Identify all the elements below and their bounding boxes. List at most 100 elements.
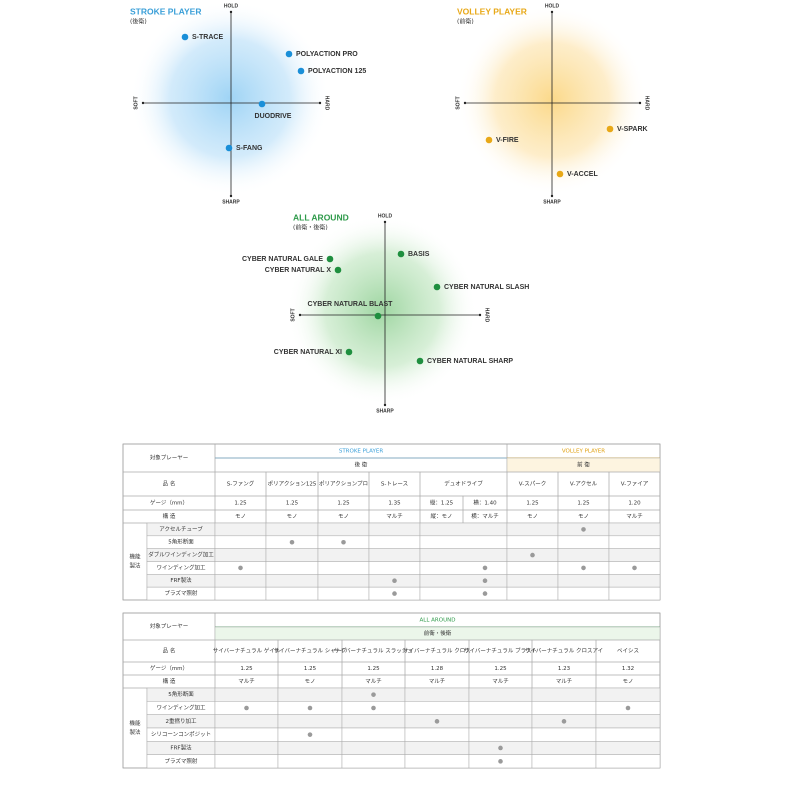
map-title: ALL AROUND: [293, 212, 349, 222]
product-name: サイバーナチュラル スラッシュ: [334, 648, 413, 655]
axis-label: HOLD: [545, 3, 560, 9]
product-label: CYBER NATURAL SLASH: [444, 284, 529, 291]
structure-value: マルチ: [386, 513, 403, 520]
table-cell: [404, 701, 470, 715]
feature-name: プラズマ照射: [165, 589, 198, 597]
header-label: 構 造: [163, 512, 176, 520]
product-dot: [416, 357, 424, 365]
axis-label: SOFT: [455, 96, 461, 109]
table-cell: [341, 727, 406, 742]
header-label: 品 名: [163, 480, 176, 488]
feature-dot: [307, 705, 313, 711]
axis-label: SOFT: [133, 96, 139, 109]
feature-dot: [498, 759, 503, 764]
product-dot: [326, 255, 334, 263]
table-cell: [531, 687, 597, 702]
gauge-value: 1.25: [577, 501, 590, 507]
table-cell: [317, 586, 370, 601]
product-name: ポリアクション125: [268, 481, 317, 488]
product-name: S-ファング: [227, 480, 255, 488]
structure-value: モノ: [622, 678, 633, 685]
feature-dot: [392, 578, 397, 584]
table-cell: [419, 586, 508, 601]
product-label: V-FIRE: [496, 137, 519, 144]
gauge-value: 縦：1.25: [430, 499, 454, 507]
axis-label: HARD: [644, 96, 650, 111]
product-dot: [345, 348, 353, 356]
table-cell: [368, 548, 421, 562]
table-cell: [265, 574, 319, 588]
structure-value: モノ: [304, 678, 315, 685]
axis-end: [638, 101, 642, 105]
feature-dot: [371, 705, 376, 711]
product-dot: [485, 136, 493, 144]
feature-dot: [581, 565, 586, 571]
table-cell: [468, 687, 533, 702]
feature-dot: [498, 745, 503, 751]
group-name: STROKE PLAYER: [339, 449, 384, 455]
gauge-value: 横：1.40: [473, 499, 497, 507]
product-label: CYBER NATURAL X: [265, 267, 332, 274]
header-label: 対象プレーヤー: [150, 454, 189, 462]
product-label: DUODRIVE: [255, 113, 292, 120]
feature-name: FRF製法: [170, 743, 192, 751]
table-cell: [506, 535, 559, 549]
table-cell: [506, 574, 559, 588]
table-cell: [608, 535, 661, 549]
product-label: BASIS: [408, 251, 430, 258]
table-cell: [214, 727, 279, 742]
axis-end: [463, 101, 467, 105]
product-dot: [181, 33, 189, 41]
gauge-value: 1.20: [628, 501, 641, 507]
table-cell: [341, 714, 406, 729]
feature-dot: [482, 591, 488, 596]
table-cell: [608, 548, 661, 562]
glow: [130, 0, 330, 196]
table-cell: [214, 522, 267, 537]
product-label: S-FANG: [236, 145, 263, 152]
table-cell: [214, 574, 267, 588]
table-cell: [265, 586, 319, 601]
product-label: CYBER NATURAL GALE: [242, 256, 323, 263]
table-cell: [214, 741, 279, 755]
structure-value: マルチ: [626, 513, 643, 520]
table-cell: [557, 535, 610, 549]
product-label: CYBER NATURAL BLAST: [308, 301, 394, 308]
product-name: V-スパーク: [519, 481, 546, 488]
feature-name: シリコーンコンポジット: [151, 731, 211, 738]
table-cell: [404, 741, 470, 755]
gauge-value: 1.25: [234, 501, 247, 507]
structure-value: マルチ: [429, 678, 446, 685]
axis-end: [229, 10, 233, 14]
table-cell: [265, 522, 319, 537]
structure-value: マルチ: [556, 678, 573, 685]
table-cell: [506, 522, 559, 537]
map-subtitle: (前衛・後衛): [293, 224, 328, 232]
table-cell: [595, 727, 661, 742]
feature-dot: [238, 565, 243, 571]
table-cell: [404, 687, 470, 702]
gauge-value: 1.25: [526, 501, 539, 507]
product-name: サイバーナチュラル クロス: [403, 648, 471, 655]
feature-dot: [289, 539, 295, 545]
product-label: S-TRACE: [192, 34, 223, 41]
axis-end: [229, 194, 233, 198]
table-cell: [608, 574, 661, 588]
table-cell: [214, 687, 279, 702]
product-name: V-ファイア: [621, 481, 649, 488]
table-cell: [419, 561, 508, 575]
feature-dot: [632, 565, 637, 571]
gauge-value: 1.23: [558, 666, 571, 672]
product-dot: [556, 170, 564, 178]
header-label: 機能: [129, 719, 141, 727]
table-cell: [506, 586, 559, 601]
table-cell: [214, 714, 279, 729]
product-label: POLYACTION PRO: [296, 51, 358, 58]
feature-dot: [482, 578, 488, 584]
table-cell: [341, 754, 406, 769]
feature-dot: [530, 552, 535, 558]
product-label: CYBER NATURAL SHARP: [427, 358, 513, 365]
feature-dot: [434, 719, 440, 724]
axis-label: SOFT: [290, 308, 296, 321]
gauge-value: 1.25: [494, 666, 507, 672]
